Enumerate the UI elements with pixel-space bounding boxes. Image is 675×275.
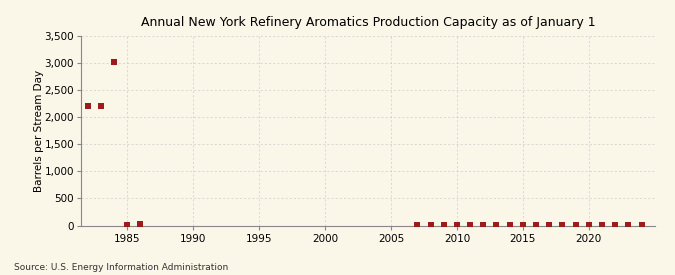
Point (636, 222, 647, 227)
Point (478, 222, 489, 227)
Point (623, 222, 634, 227)
Point (583, 222, 594, 227)
Point (122, 222, 132, 227)
Point (135, 222, 146, 226)
Point (531, 222, 541, 227)
Point (504, 222, 515, 227)
Point (438, 222, 449, 227)
Title: Annual New York Refinery Aromatics Production Capacity as of January 1: Annual New York Refinery Aromatics Produ… (140, 16, 595, 29)
Point (491, 222, 502, 227)
Point (518, 222, 529, 227)
Point (109, 60, 119, 64)
Point (557, 222, 568, 227)
Point (544, 222, 555, 227)
Point (597, 222, 608, 227)
Point (412, 222, 423, 227)
Point (95, 104, 106, 108)
Point (425, 222, 436, 227)
Point (610, 222, 620, 227)
Y-axis label: Barrels per Stream Day: Barrels per Stream Day (34, 70, 44, 192)
Point (464, 222, 475, 227)
Point (452, 222, 462, 227)
Point (82, 104, 93, 108)
Point (570, 222, 581, 227)
Text: Source: U.S. Energy Information Administration: Source: U.S. Energy Information Administ… (14, 263, 227, 272)
